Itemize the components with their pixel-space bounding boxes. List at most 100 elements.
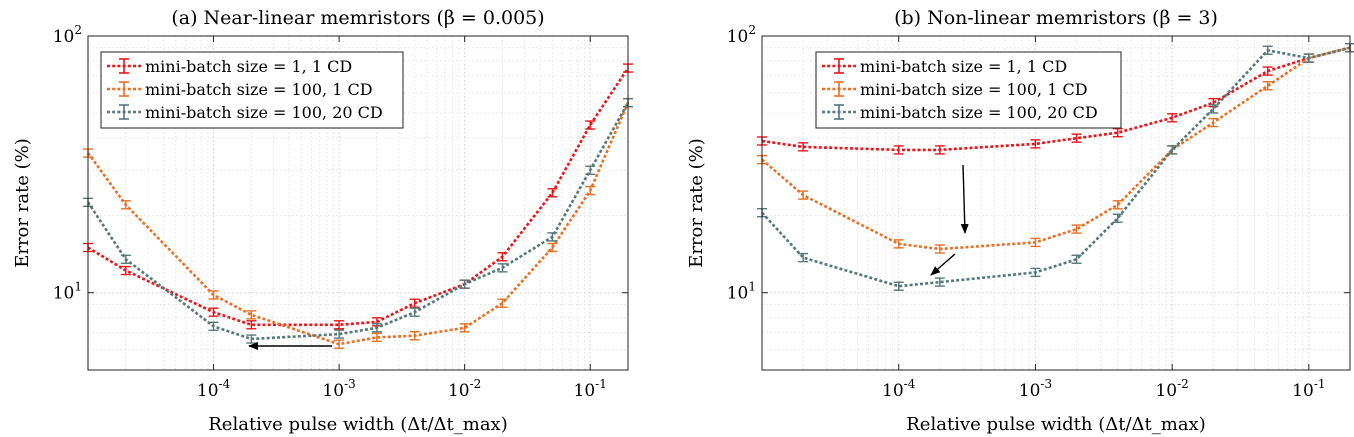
data-point [1030,237,1041,248]
x-tick-label: 10-1 [1292,377,1325,401]
data-point [497,298,508,308]
data-point [459,279,470,289]
data-point [334,339,345,349]
legend-label: mini-batch size = 100, 20 CD [145,103,383,122]
chart-title: (b) Non-linear memristors (β = 3) [894,7,1218,29]
data-point [334,320,345,330]
data-point [497,252,508,262]
data-point [1208,117,1219,128]
data-point [798,190,809,200]
data-point [208,321,219,331]
arrow-down-2 [930,253,956,276]
series-line-2 [761,46,1351,251]
x-tick-label: 10-4 [197,377,231,401]
legend-label: mini-batch size = 100, 1 CD [860,80,1088,99]
data-point [120,200,131,210]
data-point [585,165,596,175]
arrow-down-1 [960,164,969,234]
series-line-3 [86,102,630,341]
legend-item: mini-batch size = 100, 20 CD [107,103,383,122]
legend-box [815,51,1122,129]
data-point [934,145,945,155]
data-point [934,244,945,254]
annotation-arrows [930,164,969,276]
series-line-1 [87,67,630,327]
data-point [798,252,809,263]
data-point [1071,224,1082,234]
y-tick-label: 102 [53,23,82,47]
data-point [585,120,596,130]
tick-labels: 10-4 10-3 10-2 10-1 101 102 [53,23,628,401]
data-point [208,307,219,317]
y-tick-label: 101 [53,280,82,304]
data-point [585,185,596,196]
y-axis-label: Error rate (%) [686,138,707,268]
data-point [409,307,420,317]
data-point [497,263,508,273]
data-point [409,331,420,341]
data-point [893,281,904,291]
x-tick-label: 10-3 [1019,377,1052,401]
data-point [1030,139,1041,149]
data-point [1030,267,1041,278]
data-point [893,239,904,249]
data-point [120,254,131,264]
panel-b: 10-4 10-3 10-2 10-1 101 102 (b) Non-linear me… [686,7,1354,435]
data-point [1262,66,1273,76]
data-point [1112,128,1123,138]
plot-frame [87,35,629,371]
legend: mini-batch size = 1, 1 CD mini-batch size… [100,51,404,129]
x-tick-label: 10-1 [574,377,607,401]
data-point [208,290,219,300]
x-tick-label: 10-2 [1155,377,1188,401]
series-line-2 [86,102,630,346]
data-point [1071,133,1082,143]
legend-item: mini-batch size = 1, 1 CD [822,57,1067,76]
x-axis-label: Relative pulse width (Δt/Δt_max) [208,414,507,435]
chart-title: (a) Near-linear memristors (β = 0.005) [171,7,544,29]
legend-label: mini-batch size = 1, 1 CD [860,57,1067,76]
legend-label: mini-batch size = 100, 1 CD [145,80,373,99]
legend-label: mini-batch size = 100, 20 CD [860,103,1098,122]
data-point [246,310,257,320]
series-line-1 [761,46,1351,152]
data-point [798,142,809,152]
data-point [334,329,345,339]
series-line-3 [761,46,1351,288]
panel-a: 10-4 10-3 10-2 10-1 101 102 (a) Near-linear m… [12,7,633,435]
data-point [547,188,558,198]
legend-item: mini-batch size = 100, 1 CD [107,80,373,99]
legend-box [100,51,404,129]
data-point [1167,145,1178,155]
data-point [547,242,558,253]
legend: mini-batch size = 1, 1 CD mini-batch size… [815,51,1122,129]
series-group [757,43,1354,291]
legend-item: mini-batch size = 100, 1 CD [822,80,1088,99]
plot-frame [761,35,1351,371]
data-point [1112,200,1123,210]
tick-labels: 10-4 10-3 10-2 10-1 101 102 [727,23,1350,401]
legend-item: mini-batch size = 100, 20 CD [822,103,1098,122]
data-point [1071,254,1082,264]
x-axis-label: Relative pulse width (Δt/Δt_max) [906,414,1205,435]
data-point [547,232,558,242]
data-point [1167,113,1178,123]
data-point [459,323,470,333]
data-point [409,298,420,308]
y-tick-label: 101 [727,280,756,304]
data-point [934,277,945,287]
data-point [371,332,382,343]
data-point [371,323,382,333]
y-axis-label: Error rate (%) [12,138,33,268]
data-point [1208,104,1219,114]
data-point [246,320,257,330]
x-tick-label: 10-2 [448,377,481,401]
data-point [1112,213,1123,223]
data-point [1262,45,1273,55]
y-tick-label: 102 [727,23,756,47]
x-tick-label: 10-3 [322,377,355,401]
data-point [1262,81,1273,91]
legend-label: mini-batch size = 1, 1 CD [145,57,352,76]
data-point [893,145,904,155]
